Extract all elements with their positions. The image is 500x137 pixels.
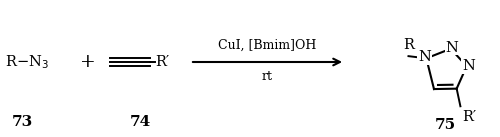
Text: 75: 75	[434, 118, 456, 132]
Text: R: R	[403, 38, 414, 52]
Text: 73: 73	[12, 115, 32, 129]
Text: +: +	[80, 53, 96, 71]
Text: N: N	[446, 41, 458, 55]
Text: R$-$N$_3$: R$-$N$_3$	[5, 53, 49, 71]
Text: R′: R′	[155, 55, 169, 69]
Text: rt: rt	[262, 71, 273, 83]
Text: N: N	[462, 59, 475, 73]
Text: R′: R′	[462, 110, 476, 124]
Text: CuI, [Bmim]OH: CuI, [Bmim]OH	[218, 38, 316, 52]
Text: N: N	[418, 50, 431, 64]
Text: 74: 74	[130, 115, 150, 129]
